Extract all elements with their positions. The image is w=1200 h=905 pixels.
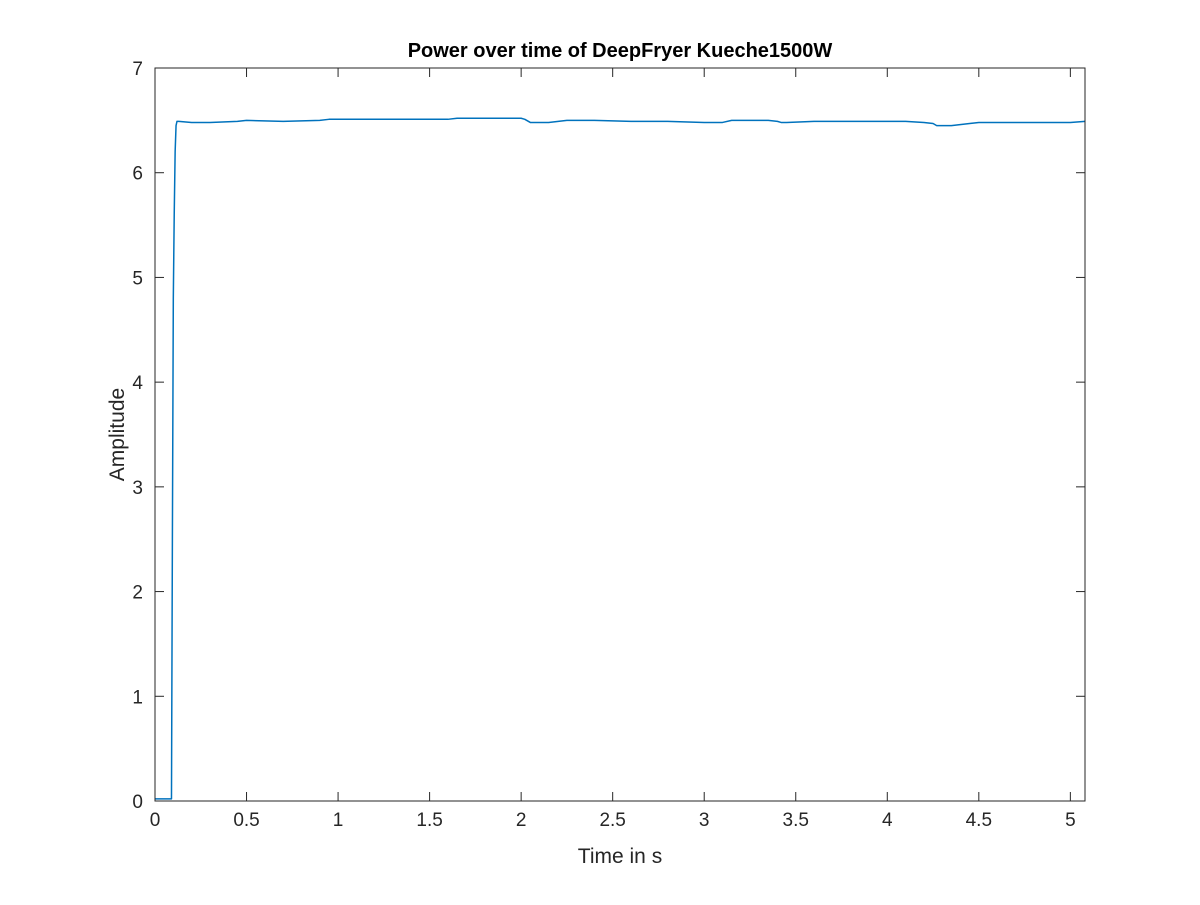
y-tick-label: 2 xyxy=(132,583,143,604)
series-layer xyxy=(155,117,1086,800)
plot-box xyxy=(154,67,1086,802)
y-tick-label: 4 xyxy=(132,373,143,394)
x-tick-label: 2 xyxy=(516,810,527,831)
power-series-line xyxy=(155,117,1086,800)
x-tick-label: 1.5 xyxy=(416,810,442,831)
x-tick-label: 3 xyxy=(699,810,710,831)
y-tick-label: 3 xyxy=(132,478,143,499)
y-tick-label: 0 xyxy=(132,792,143,813)
x-tick-label: 0.5 xyxy=(233,810,259,831)
x-tick-label: 4.5 xyxy=(966,810,992,831)
x-tick-label: 0 xyxy=(150,810,161,831)
ticks-layer: 0 0.5 1 1.5 2 2.5 3 3.5 4 4.5 5 0 1 2 3 4 5 6 7 xyxy=(132,59,1085,831)
x-tick-label: 1 xyxy=(333,810,344,831)
x-tick-label: 5 xyxy=(1065,810,1076,831)
y-axis-label: Amplitude xyxy=(106,388,129,481)
plot-area xyxy=(155,68,1085,801)
y-tick-label: 6 xyxy=(132,164,143,185)
chart-title: Power over time of DeepFryer Kueche1500W xyxy=(408,40,833,62)
x-axis-label: Time in s xyxy=(578,845,662,868)
x-tick-label: 2.5 xyxy=(599,810,625,831)
y-tick-label: 5 xyxy=(132,268,143,289)
y-tick-label: 1 xyxy=(132,687,143,708)
y-tick-label: 7 xyxy=(132,59,143,80)
x-tick-label: 3.5 xyxy=(783,810,809,831)
x-tick-label: 4 xyxy=(882,810,893,831)
